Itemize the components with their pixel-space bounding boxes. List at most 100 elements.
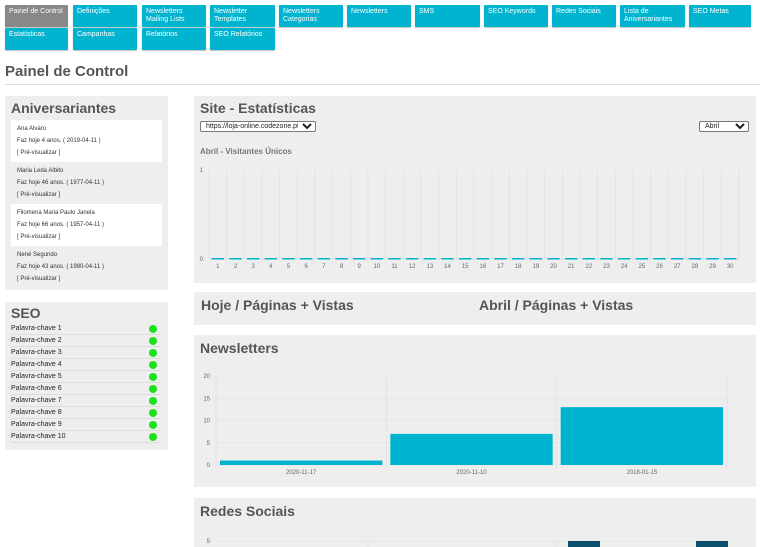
birthday-name: Nené Segundo bbox=[17, 252, 58, 258]
x-tick-label: 1 bbox=[216, 264, 220, 270]
nav-seo-keywords[interactable]: SEO Keywords bbox=[484, 5, 548, 27]
birthday-item: Ana Alvaro Faz hoje 4 anos. ( 2019-04-11… bbox=[11, 120, 162, 162]
x-tick-label: 20 bbox=[550, 264, 557, 270]
x-tick-label: 30 bbox=[727, 264, 734, 270]
bar bbox=[370, 258, 384, 260]
keyword-label: Palavra-chave 2 bbox=[11, 337, 62, 344]
birthday-name: Filomena Maria Paulo Janela bbox=[17, 210, 95, 216]
nav-newsletter-templates[interactable]: Newsletter Templates bbox=[210, 5, 275, 27]
x-tick-label: 5 bbox=[287, 264, 291, 270]
x-tick-label: 11 bbox=[391, 264, 398, 270]
page-title: Painel de Control bbox=[5, 63, 129, 80]
seo-keyword-row: Palavra-chave 2 bbox=[11, 335, 162, 347]
x-tick-label: 6 bbox=[304, 264, 308, 270]
x-tick-label: 26 bbox=[656, 264, 663, 270]
nav-seo-metas[interactable]: SEO Metas bbox=[689, 5, 751, 27]
nav-relatorios[interactable]: Relatórios bbox=[142, 28, 206, 50]
birthday-item: Nené Segundo Faz hoje 43 anos. ( 1980-04… bbox=[11, 246, 162, 288]
keyword-label: Palavra-chave 10 bbox=[11, 433, 66, 440]
bar bbox=[511, 258, 525, 260]
x-tick-label: 15 bbox=[462, 264, 469, 270]
bar bbox=[299, 258, 313, 260]
month-select[interactable]: Abril bbox=[699, 121, 749, 132]
nav-estatisticas[interactable]: Estatísticas bbox=[5, 28, 68, 50]
bar bbox=[582, 258, 596, 260]
site-select[interactable]: https://loja-online.codezone.pt bbox=[200, 121, 316, 132]
bar bbox=[229, 258, 242, 260]
x-tick-label: 19 bbox=[532, 264, 539, 270]
keyword-label: Palavra-chave 5 bbox=[11, 373, 62, 380]
x-tick-label: 12 bbox=[409, 264, 416, 270]
nav-newsletters[interactable]: Newsletters bbox=[347, 5, 411, 27]
social-title: Redes Sociais bbox=[200, 503, 295, 519]
y-tick-label: 5 bbox=[207, 441, 211, 447]
x-tick-label: 18 bbox=[515, 264, 522, 270]
x-tick-label: 25 bbox=[638, 264, 645, 270]
bar bbox=[246, 258, 260, 260]
newsletters-chart: 0 5 10 15 20 2020-11-17 2020-11-10 2018-01-15 bbox=[203, 374, 728, 476]
nav-redes-sociais[interactable]: Redes Sociais bbox=[552, 5, 616, 27]
site-stats-title: Site - Estatísticas bbox=[200, 100, 316, 116]
x-tick-label: 14 bbox=[444, 264, 451, 270]
keyword-label: Palavra-chave 4 bbox=[11, 361, 62, 368]
nav-painel-de-control[interactable]: Painel de Control bbox=[5, 5, 68, 27]
x-tick-label: 17 bbox=[497, 264, 504, 270]
bar bbox=[282, 258, 295, 260]
bar bbox=[600, 258, 613, 260]
bar bbox=[688, 258, 702, 260]
nav-definicoes[interactable]: Definições bbox=[73, 5, 137, 27]
nav-newsletters-categorias[interactable]: Newsletters Categorias bbox=[279, 5, 343, 27]
bar bbox=[211, 258, 225, 260]
seo-keyword-row: Palavra-chave 7 bbox=[11, 395, 162, 407]
x-tick-label: 28 bbox=[691, 264, 698, 270]
month-pages-title: Abril / Páginas + Vistas bbox=[479, 297, 634, 313]
birthday-item: Filomena Maria Paulo Janela Faz hoje 66 … bbox=[11, 204, 162, 246]
keyword-label: Palavra-chave 6 bbox=[11, 385, 62, 392]
nav-sms[interactable]: SMS bbox=[415, 5, 480, 27]
bar bbox=[317, 258, 331, 260]
y-tick-label: 0 bbox=[200, 257, 204, 263]
y-tick-label: 0 bbox=[207, 463, 211, 469]
seo-keyword-row: Palavra-chave 6 bbox=[11, 383, 162, 395]
bar bbox=[547, 258, 560, 260]
status-ok-icon bbox=[149, 361, 157, 369]
nav-newsletters-mailing-lists[interactable]: Newsletters Mailing Lists bbox=[142, 5, 206, 27]
birthdays-panel: Aniversariantes Ana Alvaro Faz hoje 4 an… bbox=[5, 96, 168, 290]
preview-link[interactable]: [ Pré-visualizar ] bbox=[17, 276, 61, 282]
status-ok-icon bbox=[149, 373, 157, 381]
seo-keyword-row: Palavra-chave 4 bbox=[11, 359, 162, 371]
birthdays-title: Aniversariantes bbox=[11, 100, 117, 116]
y-tick-label: 5 bbox=[207, 539, 211, 545]
x-tick-label: 3 bbox=[251, 264, 255, 270]
status-ok-icon bbox=[149, 409, 157, 417]
visitors-chart: 011 2 3 4 5 6 7 8 9 10 11 12 13 14 15 16 17 18 19 20 21 22 23 2… bbox=[200, 168, 740, 270]
status-ok-icon bbox=[149, 349, 157, 357]
social-panel: Redes Sociais 5 bbox=[194, 498, 756, 547]
nav-lista-de-aniversariantes[interactable]: Lista de Aniversariantes bbox=[620, 5, 685, 27]
x-tick-label: 27 bbox=[674, 264, 681, 270]
keyword-label: Palavra-chave 8 bbox=[11, 409, 62, 416]
seo-keyword-row: Palavra-chave 5 bbox=[11, 371, 162, 383]
bar bbox=[529, 258, 543, 260]
seo-panel: SEO Palavra-chave 1 Palavra-chave 2 Pala… bbox=[5, 302, 168, 450]
seo-keyword-row: Palavra-chave 3 bbox=[11, 347, 162, 359]
preview-link[interactable]: [ Pré-visualizar ] bbox=[17, 150, 61, 156]
social-chart: 5 bbox=[207, 539, 728, 547]
bar bbox=[458, 258, 472, 260]
seo-keyword-row: Palavra-chave 9 bbox=[11, 419, 162, 431]
nav-campanhas[interactable]: Campanhas bbox=[73, 28, 137, 50]
bar bbox=[441, 258, 454, 260]
x-tick-label: 29 bbox=[709, 264, 716, 270]
preview-link[interactable]: [ Pré-visualizar ] bbox=[17, 192, 61, 198]
status-ok-icon bbox=[149, 325, 157, 333]
nav-seo-relatorios[interactable]: SEO Relatórios bbox=[210, 28, 275, 50]
birthday-info: Faz hoje 4 anos. ( 2019-04-11 ) bbox=[17, 138, 101, 144]
seo-keyword-list: Palavra-chave 1 Palavra-chave 2 Palavra-… bbox=[5, 323, 168, 443]
bar bbox=[390, 433, 553, 465]
preview-link[interactable]: [ Pré-visualizar ] bbox=[17, 234, 61, 240]
bar bbox=[696, 541, 728, 547]
status-ok-icon bbox=[149, 433, 157, 441]
x-tick-label: 21 bbox=[568, 264, 575, 270]
bar bbox=[264, 258, 278, 260]
site-stats-panel: Site - Estatísticas https://loja-online.… bbox=[194, 96, 756, 283]
